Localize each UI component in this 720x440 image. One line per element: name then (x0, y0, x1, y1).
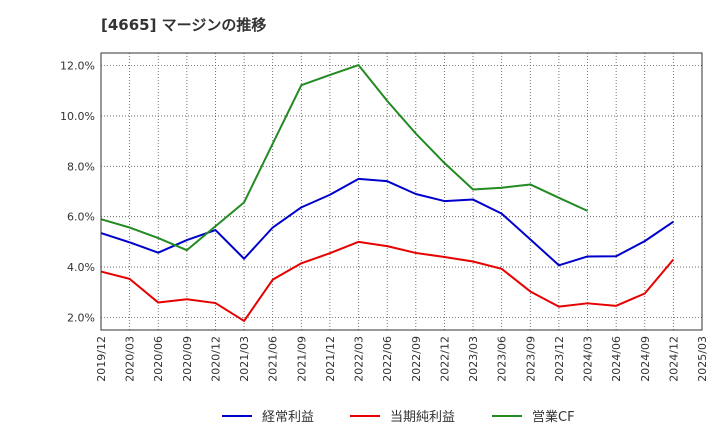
x-tick-label: 2022/12 (438, 336, 451, 382)
legend-label-3: 営業CF (532, 409, 575, 425)
x-tick-label: 2024/09 (639, 336, 652, 382)
x-tick-label: 2023/03 (467, 336, 480, 382)
y-tick-label: 10.0% (60, 110, 95, 123)
y-tick-label: 12.0% (60, 60, 95, 73)
grid-layer (101, 53, 702, 330)
x-tick-label: 2021/09 (295, 336, 308, 382)
x-tick-label: 2025/03 (696, 336, 709, 382)
y-tick-label: 6.0% (67, 211, 95, 224)
x-tick-label: 2024/03 (582, 336, 595, 382)
x-tick-label: 2022/06 (381, 336, 394, 382)
y-tick-label: 8.0% (67, 160, 95, 173)
x-tick-label: 2022/09 (410, 336, 423, 382)
x-tick-label: 2023/09 (524, 336, 537, 382)
x-tick-label: 2023/06 (496, 336, 509, 382)
x-tick-label: 2020/09 (181, 336, 194, 382)
axis-layer: 2.0% 4.0% 6.0% 8.0% 10.0% 12.0% 2019/12 2020/03… (60, 52, 709, 382)
series-line-2 (100, 240, 675, 322)
plot-frame (100, 52, 703, 331)
x-tick-label: 2020/12 (209, 336, 222, 382)
legend: 経常利益 当期純利益 営業CF (222, 409, 575, 425)
x-tick-label: 2021/06 (267, 336, 280, 382)
x-tick-label: 2024/06 (610, 336, 623, 382)
legend-label-1: 経常利益 (262, 410, 314, 425)
x-tick-label: 2020/03 (124, 336, 137, 382)
chart-title: [4665] マージンの推移 (101, 16, 266, 34)
x-tick-label: 2023/12 (553, 336, 566, 382)
x-tick-label: 2024/12 (667, 336, 680, 382)
x-tick-label: 2019/12 (95, 336, 108, 382)
x-tick-label: 2020/06 (152, 336, 165, 382)
series-lines (100, 64, 675, 322)
legend-label-2: 当期純利益 (390, 410, 455, 425)
x-tick-label: 2022/03 (353, 336, 366, 382)
y-tick-label: 4.0% (67, 261, 95, 274)
x-tick-label: 2021/12 (324, 336, 337, 382)
series-line-1 (100, 177, 674, 267)
x-tick-label: 2021/03 (238, 336, 251, 382)
y-tick-label: 2.0% (67, 311, 95, 324)
series-line-3 (100, 64, 588, 252)
